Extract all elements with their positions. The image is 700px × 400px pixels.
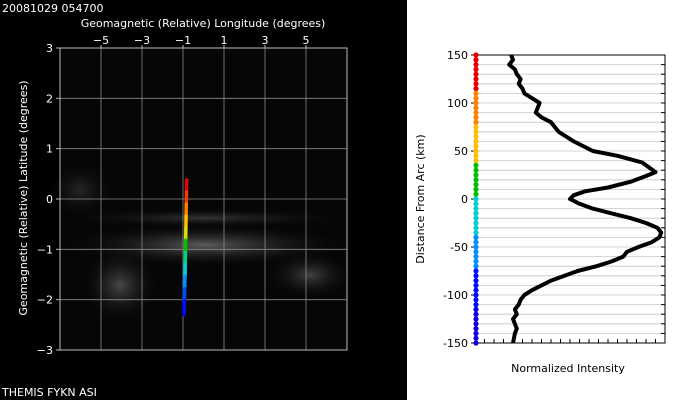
color-scale-dot: [473, 105, 479, 111]
color-scale-dot: [473, 234, 479, 240]
color-scale-dot: [473, 287, 479, 293]
timestamp: 20081029 054700: [2, 2, 103, 15]
left-chart: −5 −3 −1 1 3 5 −3 −2 −1 0 1 2 3 Geomagnetic (Relati…: [17, 17, 348, 357]
color-scale-dot: [473, 220, 479, 226]
color-scale-dot: [473, 129, 479, 135]
left-y-tick-label: 1: [46, 143, 53, 156]
right-x-axis-label: Normalized Intensity: [511, 362, 625, 375]
color-scale-dot: [473, 273, 479, 279]
right-y-tick-label: 100: [447, 97, 468, 110]
color-scale-dot: [473, 326, 479, 332]
color-scale-dot: [473, 114, 479, 120]
color-scale-dot: [473, 95, 479, 101]
color-scale-dot: [473, 330, 479, 336]
color-scale-dot: [473, 268, 479, 274]
left-grid: [60, 47, 347, 351]
left-y-ticks: −3 −2 −1 0 1 2 3: [37, 42, 60, 357]
color-scale-dot: [473, 225, 479, 231]
right-color-scale: [473, 52, 479, 346]
color-scale-dot: [473, 110, 479, 116]
color-scale-dot: [473, 124, 479, 130]
color-scale-dot: [473, 90, 479, 96]
right-y-tick-label: 150: [447, 49, 468, 62]
right-y-tick-label: -150: [443, 337, 468, 350]
color-scale-dot: [473, 52, 479, 58]
left-y-axis-label: Geomagnetic (Relative) Latitude (degrees…: [17, 80, 30, 315]
color-scale-dot: [473, 148, 479, 154]
color-scale-dot: [473, 177, 479, 183]
color-scale-dot: [473, 196, 479, 202]
left-x-tick-label: −1: [175, 34, 191, 47]
color-scale-dot: [473, 258, 479, 264]
color-scale-dot: [473, 71, 479, 77]
color-scale-dot: [473, 172, 479, 178]
right-y-tick-label: -50: [450, 241, 468, 254]
footer-label: THEMIS FYKN ASI: [1, 386, 97, 399]
color-scale-dot: [473, 263, 479, 269]
left-x-tick-label: −5: [93, 34, 109, 47]
color-scale-dot: [473, 316, 479, 322]
color-scale-dot: [473, 57, 479, 63]
color-scale-dot: [473, 62, 479, 68]
color-scale-dot: [473, 306, 479, 312]
color-scale-dot: [473, 335, 479, 341]
left-x-tick-label: 1: [221, 34, 228, 47]
color-scale-dot: [473, 186, 479, 192]
left-x-ticks: −5 −3 −1 1 3 5: [93, 34, 310, 48]
right-y-tick-label: 50: [454, 145, 468, 158]
color-scale-dot: [473, 134, 479, 140]
color-scale-dot: [473, 191, 479, 197]
left-x-axis-label: Geomagnetic (Relative) Longitude (degree…: [81, 17, 326, 30]
right-y-tick-label: -100: [443, 289, 468, 302]
left-y-tick-label: −2: [37, 294, 53, 307]
color-scale-dot: [473, 278, 479, 284]
color-scale-dot: [473, 201, 479, 207]
color-scale-dot: [473, 292, 479, 298]
color-scale-dot: [473, 206, 479, 212]
left-points: [182, 178, 189, 317]
color-scale-dot: [473, 210, 479, 216]
color-scale-dot: [473, 297, 479, 303]
left-y-tick-label: −1: [37, 243, 53, 256]
color-scale-dot: [473, 244, 479, 250]
color-scale-dot: [473, 182, 479, 188]
color-scale-dot: [473, 81, 479, 87]
color-scale-dot: [473, 143, 479, 149]
color-scale-dot: [473, 302, 479, 308]
color-scale-dot: [473, 86, 479, 92]
left-x-tick-label: 5: [303, 34, 310, 47]
left-x-tick-label: 3: [262, 34, 269, 47]
color-scale-dot: [473, 230, 479, 236]
color-scale-dot: [473, 100, 479, 106]
right-y-tick-label: 0: [461, 193, 468, 206]
color-scale-dot: [473, 239, 479, 245]
color-scale-dot: [473, 249, 479, 255]
color-scale-dot: [473, 162, 479, 168]
color-scale-dot: [473, 311, 479, 317]
color-scale-dot: [473, 340, 479, 346]
intensity-profile-line: [507, 54, 664, 344]
color-scale-dot: [473, 138, 479, 144]
left-y-tick-label: 2: [46, 92, 53, 105]
color-scale-dot: [473, 321, 479, 327]
color-scale-dot: [473, 282, 479, 288]
color-scale-dot: [473, 153, 479, 159]
left-x-tick-label: −3: [134, 34, 150, 47]
color-scale-dot: [473, 167, 479, 173]
right-ticks: -150 -100 -50 0 50 100 150: [443, 49, 666, 350]
color-scale-dot: [473, 76, 479, 82]
color-scale-dot: [473, 215, 479, 221]
left-y-tick-label: 0: [46, 193, 53, 206]
left-y-tick-label: −3: [37, 344, 53, 357]
right-chart: -150 -100 -50 0 50 100 150 Distance From Arc (…: [414, 49, 666, 375]
color-scale-dot: [473, 254, 479, 260]
left-y-tick-label: 3: [46, 42, 53, 55]
color-scale-dot: [473, 119, 479, 125]
color-scale-dot: [473, 158, 479, 164]
right-y-axis-label: Distance From Arc (km): [414, 134, 427, 263]
color-scale-dot: [473, 66, 479, 72]
